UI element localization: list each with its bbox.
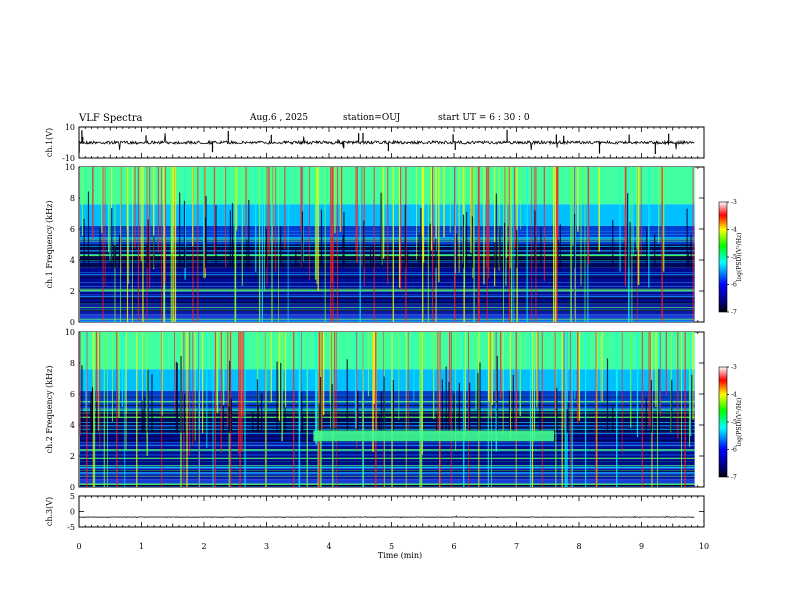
colorbar-tick-label: -6	[731, 447, 737, 454]
colorbar-label: log(PSD)(V²/Hz)	[736, 398, 743, 447]
x-tick-label: 5	[389, 542, 394, 551]
time-axis: Time (min) 0 1 2 3 4 5 6 7 8 9 10	[76, 542, 709, 560]
x-tick-label: 10	[699, 542, 709, 551]
colorbar-label: log(PSD)(V²/Hz)	[736, 233, 743, 282]
y-tick-label: 2	[70, 287, 75, 296]
y-tick-label: 4	[70, 256, 75, 265]
ch1-waveform-trace	[78, 133, 695, 151]
ch1-waveform-ylabel: ch.1(V)	[45, 128, 54, 157]
colorbar-scale	[718, 201, 728, 313]
x-tick-label: 4	[326, 542, 331, 551]
y-tick-label: 10	[65, 163, 75, 172]
y-tick-label: 4	[70, 421, 75, 430]
y-tick-label: 6	[70, 225, 75, 234]
y-tick-label: 8	[70, 194, 75, 203]
colorbar-scale	[718, 366, 728, 478]
ch2-spectrogram-ylabel: ch.2 Frequency (kHz)	[45, 366, 54, 454]
psd-band	[80, 479, 695, 487]
x-tick-label: 9	[639, 542, 644, 551]
y-tick-label: 8	[70, 359, 75, 368]
y-tick-label: 10	[65, 328, 75, 337]
colorbar-tick-label: -3	[731, 199, 737, 206]
y-tick-label: 10	[65, 123, 75, 132]
colorbar-tick-label: -4	[731, 227, 737, 234]
colorbar-tick-label: -7	[731, 474, 737, 481]
colorbar-tick-label: -6	[731, 282, 737, 289]
psd-band	[80, 303, 695, 315]
ch1-spectrogram-panel: 0 2 4 6 8 10 ch.1 Frequency (kHz) -3 -4 -5 -6 -7 log…	[45, 163, 743, 327]
ch1-spectrogram-ylabel: ch.1 Frequency (kHz)	[45, 201, 54, 289]
psd-band	[80, 369, 695, 391]
start-time-label: start UT = 6 : 30 : 0	[438, 113, 530, 123]
colorbar-tick-label: -5	[731, 419, 737, 426]
x-axis-label: Time (min)	[378, 551, 422, 560]
x-tick-label: 2	[201, 542, 206, 551]
narrowband-signal	[313, 430, 554, 442]
x-tick-label: 8	[576, 542, 581, 551]
y-tick-label: 6	[70, 390, 75, 399]
y-tick-label: 0	[70, 318, 75, 327]
x-tick-label: 1	[139, 542, 144, 551]
ch1-spectrogram-colorbar: -3 -4 -5 -6 -7 log(PSD)(V²/Hz)	[718, 199, 743, 316]
ch3-waveform-ylabel: ch.3(V)	[45, 497, 54, 526]
chart-title: VLF Spectra	[79, 113, 143, 124]
x-tick-label: 3	[264, 542, 269, 551]
y-tick-label: 5	[70, 492, 75, 501]
ch2-spectrogram-panel: 0 2 4 6 8 10 ch.2 Frequency (kHz) -3 -4 -5 -6 -7 log…	[45, 328, 743, 492]
x-tick-label: 6	[451, 542, 456, 551]
colorbar-tick-label: -5	[731, 254, 737, 261]
psd-band	[80, 409, 695, 433]
y-tick-label: 0	[70, 508, 75, 517]
station-label: station=OUJ	[343, 113, 401, 123]
psd-band	[80, 390, 695, 410]
ch3-waveform-trace	[78, 515, 695, 519]
y-tick-label: 2	[70, 452, 75, 461]
date-label: Aug.6 , 2025	[250, 113, 309, 123]
colorbar-tick-label: -7	[731, 309, 737, 316]
psd-band	[80, 332, 695, 370]
y-tick-label: -10	[62, 154, 75, 163]
colorbar-tick-label: -3	[731, 364, 737, 371]
ch3-waveform-panel: 5 0 -5 ch.3(V)	[45, 492, 705, 532]
ch1-waveform-panel: 10 -10 ch.1(V)	[45, 123, 705, 163]
x-tick-label: 0	[76, 542, 81, 551]
y-tick-label: 0	[70, 483, 75, 492]
x-tick-label: 7	[514, 542, 519, 551]
psd-band	[80, 314, 695, 322]
y-tick-label: -5	[67, 523, 75, 532]
ch2-spectrogram-colorbar: -3 -4 -5 -6 -7 log(PSD)(V²/Hz)	[718, 364, 743, 481]
colorbar-tick-label: -4	[731, 392, 737, 399]
